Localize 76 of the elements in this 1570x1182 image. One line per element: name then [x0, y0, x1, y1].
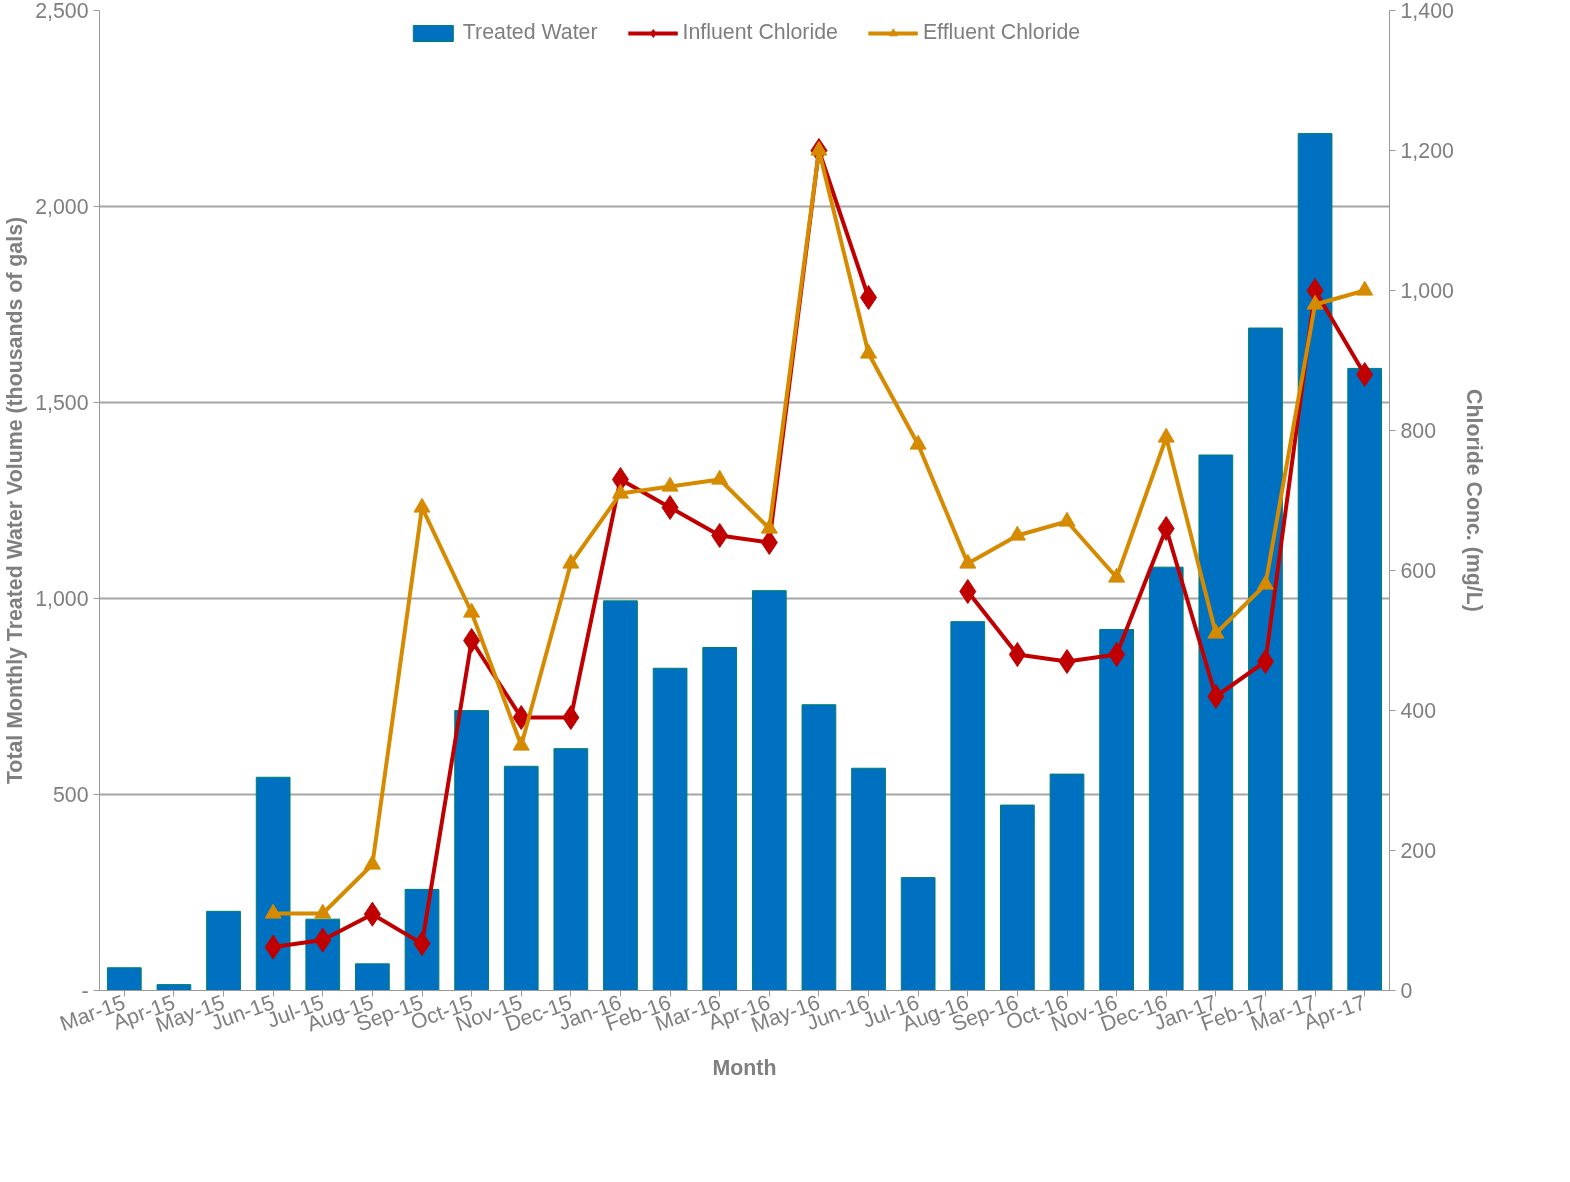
bar	[255, 776, 291, 991]
y2-tick-label: 400	[1400, 699, 1437, 723]
y2-tick-label: 800	[1400, 419, 1437, 443]
bar	[1248, 327, 1283, 991]
bar	[702, 647, 738, 991]
bar	[603, 600, 638, 991]
point	[1108, 642, 1126, 667]
point	[760, 518, 778, 534]
point	[512, 735, 530, 751]
y2-tick-label: 0	[1400, 979, 1413, 1003]
point	[661, 476, 679, 492]
point	[1008, 525, 1026, 541]
bar	[156, 984, 192, 991]
y2-tick-label: 1,400	[1400, 0, 1455, 23]
bar	[801, 704, 837, 991]
point	[562, 705, 580, 730]
point	[711, 469, 729, 485]
y-tick-label: 1,500	[35, 391, 89, 415]
y-tick-label: 1,000	[35, 587, 89, 611]
bar	[355, 963, 390, 991]
point	[413, 497, 431, 513]
bar	[950, 621, 986, 991]
point	[1058, 649, 1076, 674]
point	[1306, 294, 1324, 310]
point	[1157, 516, 1175, 541]
bar	[1347, 367, 1383, 991]
point	[860, 343, 878, 359]
y-tick-label: 2,500	[35, 0, 89, 23]
point	[711, 523, 729, 548]
point	[810, 140, 828, 156]
legend-label: Influent Chloride	[682, 20, 838, 45]
point	[959, 579, 977, 604]
point	[1058, 511, 1076, 527]
bar	[1297, 133, 1333, 991]
y-tick-label: 2,000	[35, 195, 89, 219]
point	[1207, 684, 1225, 709]
point	[1256, 649, 1274, 674]
bar	[106, 967, 142, 991]
point	[512, 705, 530, 730]
point	[1108, 567, 1126, 583]
point	[1008, 642, 1026, 667]
y2-tick-label: 1,200	[1400, 139, 1455, 163]
y2-tick-label: 200	[1400, 839, 1437, 863]
bar	[553, 748, 589, 991]
bar	[652, 667, 688, 991]
bar	[851, 767, 886, 991]
y2-tick-label: 600	[1400, 559, 1437, 583]
point	[562, 553, 580, 569]
point	[959, 553, 977, 569]
bar	[751, 590, 787, 991]
point	[463, 628, 481, 653]
point	[611, 483, 629, 499]
point	[909, 434, 927, 450]
y-tick-label: 500	[52, 783, 89, 807]
point	[1207, 623, 1225, 639]
y-tick-label: -	[81, 979, 89, 1003]
bar	[1000, 804, 1035, 991]
legend-label: Treated Water	[462, 20, 598, 45]
point	[1256, 574, 1274, 590]
bar	[206, 910, 241, 991]
bar	[454, 710, 489, 991]
bar	[1198, 454, 1234, 991]
bar	[1148, 566, 1184, 991]
y-axis-title: Total Monthly Treated Water Volume (thousands of gals)	[3, 216, 28, 785]
point	[661, 495, 679, 520]
y2-axis-title: Chloride Conc. (mg/L)	[1461, 389, 1486, 612]
point	[1356, 280, 1374, 296]
bar	[1099, 628, 1134, 991]
point	[1157, 427, 1175, 443]
bar	[503, 765, 539, 991]
bar	[1049, 773, 1085, 991]
point	[463, 602, 481, 618]
bar	[900, 877, 936, 991]
y2-tick-label: 1,000	[1400, 279, 1455, 303]
legend-label: Effluent Chloride	[922, 20, 1081, 45]
x-axis-title: Month	[712, 1056, 777, 1081]
